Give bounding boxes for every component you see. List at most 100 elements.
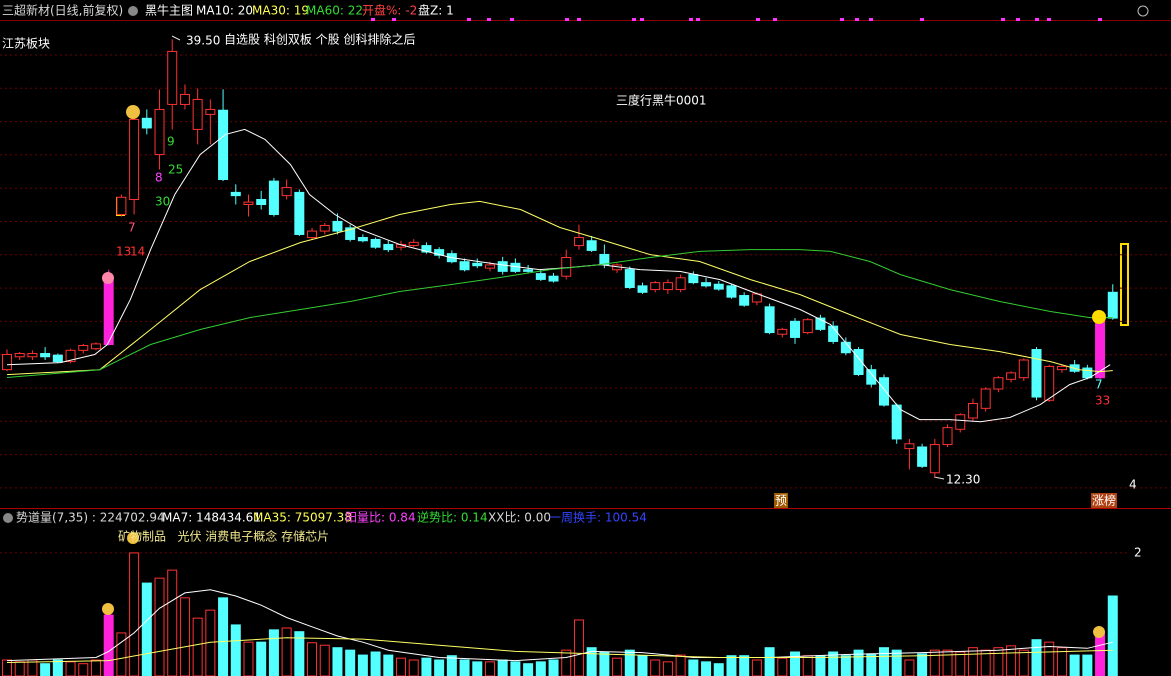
icon bbox=[1092, 310, 1106, 324]
volume-bar bbox=[1031, 639, 1042, 676]
header-item: 一周换手: 100.54 bbox=[549, 511, 647, 525]
layout bbox=[0, 5, 1171, 523]
candle-body bbox=[1044, 365, 1055, 401]
volume-bar bbox=[701, 661, 712, 676]
volume-bar bbox=[739, 655, 750, 676]
marker-dot bbox=[392, 18, 396, 21]
candle-body bbox=[40, 353, 51, 358]
volume-bar bbox=[154, 577, 165, 676]
volume-bar bbox=[548, 659, 559, 676]
candle-body bbox=[154, 108, 165, 156]
volume-bar bbox=[256, 641, 267, 676]
volume-bar bbox=[929, 649, 940, 676]
icon bbox=[102, 603, 114, 615]
annotation: 江苏板块 bbox=[2, 37, 50, 51]
icon bbox=[126, 105, 140, 119]
volume-bar bbox=[230, 624, 241, 676]
volume-bar bbox=[192, 617, 203, 676]
volume-bar bbox=[281, 627, 292, 676]
volume-bar bbox=[777, 657, 788, 676]
volume-bar bbox=[586, 647, 597, 676]
header-item: MA30: 19 bbox=[252, 4, 309, 18]
tag-box bbox=[1091, 493, 1117, 508]
marker-dot bbox=[577, 18, 581, 21]
marker-dot bbox=[855, 18, 859, 21]
candle-body bbox=[675, 277, 686, 291]
volume-bar bbox=[103, 614, 114, 676]
volume-bar bbox=[129, 552, 140, 676]
marker-dot bbox=[640, 18, 644, 21]
annotation: 30 bbox=[155, 195, 170, 209]
marker-dot bbox=[920, 18, 924, 21]
annotation: 9 bbox=[167, 135, 175, 149]
candle-body bbox=[459, 261, 470, 271]
volume-bar bbox=[357, 654, 368, 676]
volume-bar bbox=[790, 651, 801, 676]
volume-bar bbox=[1044, 641, 1055, 676]
marker-dot bbox=[1098, 18, 1102, 21]
candle-body bbox=[167, 50, 178, 105]
candle-body bbox=[281, 187, 292, 197]
volume-bar bbox=[688, 659, 699, 676]
volume-bar bbox=[561, 649, 572, 676]
volume-bar bbox=[904, 659, 915, 676]
sector-list: 矿物制品 光伏 消费电子概念 存储芯片 bbox=[118, 529, 329, 544]
volume-bar bbox=[294, 631, 305, 676]
volume-bar bbox=[52, 659, 63, 676]
volume-bar bbox=[523, 663, 534, 676]
ma-line bbox=[6, 637, 1113, 663]
annotation: 12.30 bbox=[946, 473, 980, 487]
volume-bar bbox=[218, 597, 229, 676]
annotation: 14 bbox=[130, 245, 145, 259]
candle-body bbox=[701, 282, 712, 287]
menu-icon[interactable] bbox=[3, 513, 13, 523]
volume-bar bbox=[510, 661, 521, 676]
volume-bar bbox=[396, 657, 407, 676]
candle-body bbox=[802, 319, 813, 334]
marker-dot bbox=[869, 18, 873, 21]
annotation: 7 bbox=[128, 221, 136, 235]
header-item: MA10: 20 bbox=[196, 4, 253, 18]
header-item: 三超新材(日线,前复权) bbox=[2, 3, 123, 18]
marker-dot bbox=[1016, 18, 1020, 21]
volume-bar bbox=[90, 659, 101, 676]
header-item: XX比: 0.00 bbox=[488, 511, 551, 525]
settings-icon[interactable] bbox=[1137, 5, 1149, 17]
header-item: 开盘%: -2 bbox=[362, 3, 417, 18]
candle-body bbox=[688, 274, 699, 284]
annotation: 13 bbox=[116, 245, 131, 259]
candle-body bbox=[599, 253, 610, 266]
tag-box bbox=[774, 493, 788, 508]
volume-bar bbox=[65, 661, 76, 676]
marker-dot bbox=[487, 18, 491, 21]
volume-bar bbox=[917, 653, 928, 676]
annotation: 涨榜 bbox=[1092, 493, 1116, 508]
annotation: 7 bbox=[1095, 378, 1103, 392]
volume-bar bbox=[853, 649, 864, 676]
candle-body bbox=[637, 285, 648, 293]
header-item: MA60: 22 bbox=[306, 4, 363, 18]
pointer-line bbox=[171, 35, 181, 41]
overlay: 39.50 自选股 科创双板 个股 创科排除之后 三度行黑牛0001 江苏板块 … bbox=[2, 32, 1137, 638]
candle-body bbox=[230, 191, 241, 197]
menu-icon[interactable] bbox=[128, 6, 138, 16]
marker-dot bbox=[510, 18, 514, 21]
volume-bar bbox=[713, 663, 724, 676]
marker-dot bbox=[689, 18, 693, 21]
candle-body bbox=[713, 283, 724, 290]
volume-bar bbox=[319, 644, 330, 676]
candle-body bbox=[1006, 372, 1017, 380]
candle-body bbox=[78, 344, 89, 351]
candle-body bbox=[980, 388, 991, 409]
candle-body bbox=[777, 328, 788, 335]
signal-marker bbox=[1120, 243, 1129, 326]
volume-bar bbox=[891, 649, 902, 676]
annotation: 三度行黑牛0001 bbox=[616, 93, 707, 108]
ma-line bbox=[6, 249, 1113, 378]
candle-body bbox=[307, 230, 318, 239]
volume-bar bbox=[840, 655, 851, 676]
marker-dot bbox=[467, 18, 471, 21]
candle-body bbox=[904, 443, 915, 450]
